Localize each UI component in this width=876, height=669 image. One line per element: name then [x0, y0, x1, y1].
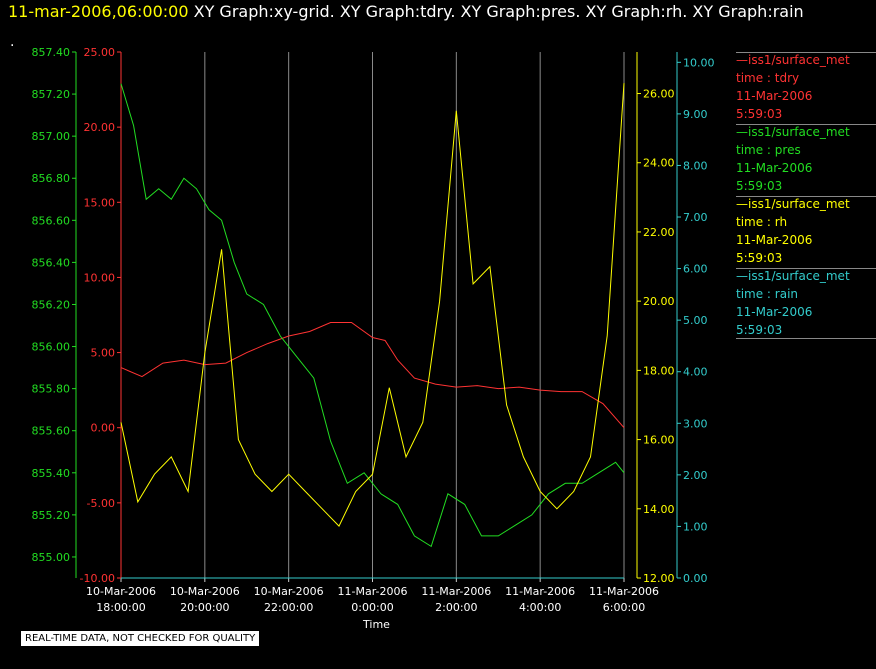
legend-label: time : tdry	[736, 71, 800, 85]
tdry-tick-label: -10.00	[80, 572, 115, 585]
legend-source: —iss1/surface_met	[736, 269, 850, 283]
x-tick-label: 0:00:00	[351, 601, 393, 614]
x-tick-label: 11-Mar-2006	[589, 585, 659, 598]
legend-time: 5:59:03	[736, 107, 783, 121]
series-line-rh	[120, 83, 625, 527]
legend-time: 5:59:03	[736, 323, 783, 337]
x-tick-label: 11-Mar-2006	[505, 585, 575, 598]
rh-tick-label: 26.00	[643, 88, 675, 101]
legend-separator	[736, 52, 876, 53]
graph-titles: XY Graph:xy-grid. XY Graph:tdry. XY Grap…	[193, 2, 804, 21]
rain-tick-label: 9.00	[683, 108, 708, 121]
x-tick-label: 20:00:00	[180, 601, 229, 614]
pres-tick-label: 855.20	[32, 509, 71, 522]
series-line-tdry	[120, 322, 625, 429]
pres-tick-label: 857.40	[32, 46, 71, 59]
pres-tick-label: 857.20	[32, 88, 71, 101]
legend-time: 5:59:03	[736, 251, 783, 265]
legend-label: time : pres	[736, 143, 801, 157]
chart-header: 11-mar-2006,06:00:00 XY Graph:xy-grid. X…	[8, 2, 804, 21]
rh-tick-label: 20.00	[643, 295, 675, 308]
tdry-tick-label: 10.00	[84, 271, 116, 284]
x-tick-label: 11-Mar-2006	[421, 585, 491, 598]
legend-date: 11-Mar-2006	[736, 161, 813, 175]
pres-tick-label: 856.00	[32, 341, 71, 354]
legend-source: —iss1/surface_met	[736, 197, 850, 211]
tdry-tick-label: 0.00	[91, 422, 116, 435]
tdry-tick-label: 25.00	[84, 46, 116, 59]
legend-separator	[736, 338, 876, 339]
x-tick-label: 11-Mar-2006	[338, 585, 408, 598]
x-tick-label: 10-Mar-2006	[254, 585, 324, 598]
rain-tick-label: 1.00	[683, 520, 708, 533]
series-line-pres	[120, 83, 625, 548]
quality-disclaimer: REAL-TIME DATA, NOT CHECKED FOR QUALITY	[21, 631, 260, 646]
legend-label: time : rain	[736, 287, 799, 301]
tdry-tick-label: 20.00	[84, 121, 116, 134]
rain-tick-label: 10.00	[683, 56, 715, 69]
tdry-tick-label: 5.00	[91, 347, 116, 360]
rh-tick-label: 24.00	[643, 157, 675, 170]
pres-tick-label: 856.60	[32, 214, 71, 227]
x-tick-label: 2:00:00	[435, 601, 477, 614]
tdry-tick-label: 15.00	[84, 196, 116, 209]
x-tick-label: 6:00:00	[603, 601, 645, 614]
legend-source: —iss1/surface_met	[736, 125, 850, 139]
legend-date: 11-Mar-2006	[736, 233, 813, 247]
rh-tick-label: 22.00	[643, 226, 675, 239]
pres-tick-label: 855.40	[32, 467, 71, 480]
rain-tick-label: 8.00	[683, 159, 708, 172]
x-tick-label: 22:00:00	[264, 601, 313, 614]
rain-tick-label: 0.00	[683, 572, 708, 585]
legend-date: 11-Mar-2006	[736, 305, 813, 319]
rh-tick-label: 12.00	[643, 572, 675, 585]
pres-tick-label: 855.60	[32, 425, 71, 438]
x-tick-label: 10-Mar-2006	[170, 585, 240, 598]
rain-tick-label: 4.00	[683, 366, 708, 379]
legend-label: time : rh	[736, 215, 788, 229]
rain-tick-label: 5.00	[683, 314, 708, 327]
rain-tick-label: 2.00	[683, 469, 708, 482]
legend-source: —iss1/surface_met	[736, 53, 850, 67]
rain-tick-label: 6.00	[683, 263, 708, 276]
pres-tick-label: 855.00	[32, 551, 71, 564]
rh-tick-label: 14.00	[643, 503, 675, 516]
legend-separator	[736, 196, 876, 197]
rain-tick-label: 3.00	[683, 417, 708, 430]
rh-tick-label: 16.00	[643, 434, 675, 447]
legend-date: 11-Mar-2006	[736, 89, 813, 103]
timestamp: 11-mar-2006,06:00:00	[8, 2, 189, 21]
pres-tick-label: 856.80	[32, 172, 71, 185]
legend-time: 5:59:03	[736, 179, 783, 193]
pres-tick-label: 855.80	[32, 383, 71, 396]
rain-tick-label: 7.00	[683, 211, 708, 224]
tdry-tick-label: -5.00	[87, 497, 115, 510]
pres-tick-label: 857.00	[32, 130, 71, 143]
x-axis-label: Time	[362, 618, 390, 631]
pres-tick-label: 856.20	[32, 298, 71, 311]
x-tick-label: 18:00:00	[96, 601, 145, 614]
legend-separator	[736, 124, 876, 125]
x-tick-label: 10-Mar-2006	[86, 585, 156, 598]
pres-tick-label: 856.40	[32, 256, 71, 269]
dot-marker: .	[10, 34, 15, 50]
rh-tick-label: 18.00	[643, 364, 675, 377]
x-tick-label: 4:00:00	[519, 601, 561, 614]
legend-separator	[736, 268, 876, 269]
